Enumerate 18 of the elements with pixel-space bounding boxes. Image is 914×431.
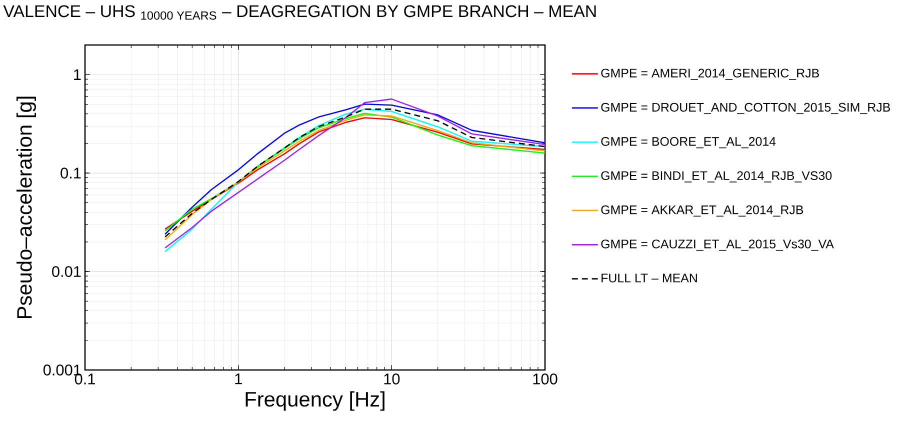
y-tick-label: 0.1 [60,168,81,179]
y-axis-title: Pseudo–acceleration [g] [16,96,36,318]
legend-label: GMPE = BINDI_ET_AL_2014_RJB_VS30 [601,171,832,182]
x-tick-label: 0.1 [74,374,95,384]
x-axis-title: Frequency [Hz] [246,391,384,411]
y-tick-label: 0.001 [43,364,81,376]
legend-label: GMPE = DROUET_AND_COTTON_2015_SIM_RJB [601,102,890,114]
legend-label: GMPE = AMERI_2014_GENERIC_RJB [601,68,819,80]
x-tick-label: 10 [384,374,400,384]
x-tick-label: 100 [533,374,558,384]
y-tick-label: 1 [74,69,81,80]
x-tick-label: 1 [235,374,242,384]
legend-label: FULL LT – MEAN [602,274,697,282]
chart-title: $\text{VALENCE – UHS }_{\text{10000 YEARS}}\text{ – DEAGREGATION BY GMPE BRANCH – MEAN}$ [3,5,596,20]
legend-label: GMPE = CAUZZI_ET_AL_2015_Vs30_VA [601,240,834,251]
y-tick-label: 0.01 [52,266,81,278]
legend-label: GMPE = BOORE_ET_AL_2014 [601,137,776,148]
legend-label: GMPE = AKKAR_ET_AL_2014_RJB [601,205,804,217]
